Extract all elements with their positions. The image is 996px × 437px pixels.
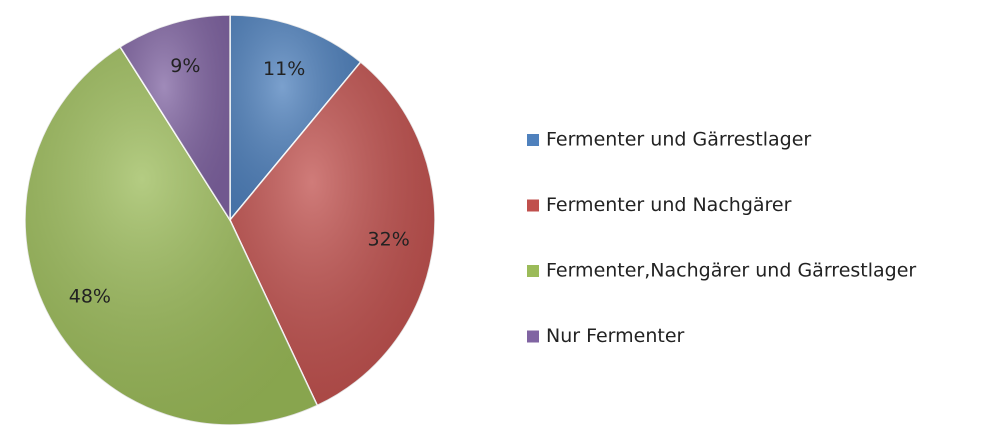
data-label: 48% (69, 286, 111, 308)
legend-swatch (527, 199, 539, 212)
legend-label: Fermenter,Nachgärer und Gärrestlager (546, 260, 916, 282)
legend-label: Fermenter und Nachgärer (546, 194, 792, 216)
legend-swatch (527, 265, 539, 277)
legend-label: Nur Fermenter (546, 325, 685, 347)
data-label: 11% (263, 58, 305, 80)
data-label: 32% (368, 229, 410, 251)
legend-swatch (527, 134, 539, 146)
legend-swatch (527, 330, 539, 343)
data-label: 9% (170, 55, 200, 77)
legend-label: Fermenter und Gärrestlager (546, 129, 811, 151)
